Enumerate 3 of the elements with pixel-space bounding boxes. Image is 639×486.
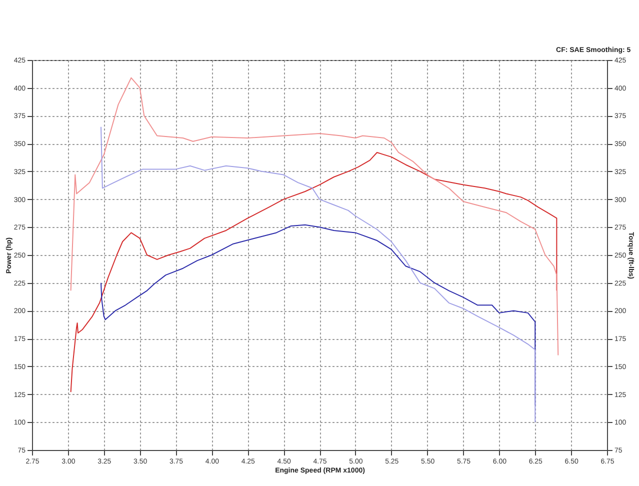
line-series (100, 126, 536, 423)
line-series (70, 77, 559, 356)
line-series (70, 152, 558, 393)
